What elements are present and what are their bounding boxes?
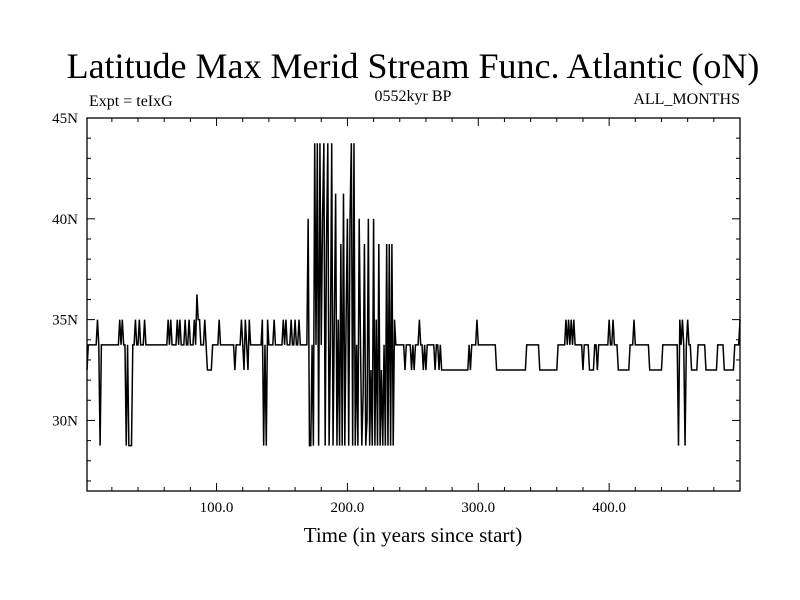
axis-ticks	[87, 117, 740, 491]
y-tick-label: 35N	[52, 313, 78, 329]
subtitle-right: ALL_MONTHS	[633, 91, 740, 108]
y-tick-label: 45N	[52, 111, 78, 127]
x-tick-label: 400.0	[592, 500, 626, 516]
tick-labels: 100.0 200.0 300.0 400.0 30N 35N 40N 45N	[52, 111, 626, 516]
x-axis-label: Time (in years since start)	[304, 523, 523, 547]
plot-frame	[86, 117, 741, 492]
x-tick-label: 200.0	[331, 500, 365, 516]
subtitle-left: Expt = teIxG	[89, 93, 173, 110]
subtitle-center: 0552kyr BP	[375, 88, 452, 105]
chart-title: Latitude Max Merid Stream Func. Atlantic…	[67, 46, 760, 86]
series-line	[86, 143, 741, 447]
y-tick-label: 30N	[52, 413, 78, 429]
x-tick-label: 300.0	[461, 500, 495, 516]
x-tick-label: 100.0	[200, 500, 234, 516]
y-tick-label: 40N	[52, 212, 78, 228]
